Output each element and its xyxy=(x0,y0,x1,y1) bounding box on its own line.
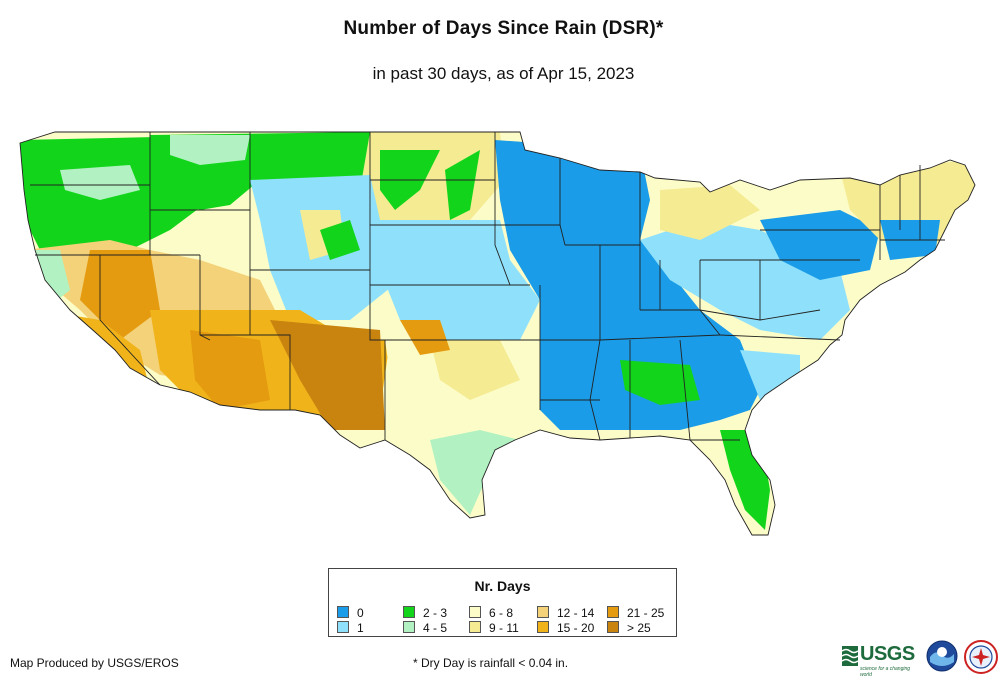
legend-swatch xyxy=(469,606,481,618)
legend-swatch xyxy=(403,621,415,633)
legend-label: > 25 xyxy=(627,621,651,635)
zone-nm-over-25 xyxy=(270,320,385,430)
map-subtitle: in past 30 days, as of Apr 15, 2023 xyxy=(372,64,635,83)
usgs-tagline: science for a changing world xyxy=(860,666,911,678)
zone-utah-2-3 xyxy=(320,220,360,260)
usgs-logo: USGS science for a changing world xyxy=(842,642,920,678)
legend-item: 12 - 14 xyxy=(537,606,594,619)
legend-item: 4 - 5 xyxy=(403,621,447,634)
legend-label: 6 - 8 xyxy=(489,606,514,620)
legend-swatch xyxy=(607,621,619,633)
usgs-wordmark: USGS xyxy=(860,643,915,665)
zone-texas-coast-4-5 xyxy=(430,430,520,515)
zone-arizona-21-25 xyxy=(190,330,270,410)
zone-michigan-9-11 xyxy=(660,185,760,240)
zone-idaho-4-5 xyxy=(170,135,250,165)
legend-swatch xyxy=(469,621,481,633)
dry-day-note: * Dry Day is rainfall < 0.04 in. xyxy=(413,656,569,670)
legend-swatch xyxy=(537,606,549,618)
dsr-map xyxy=(19,131,976,536)
legend-label: 0 xyxy=(357,606,364,620)
zone-alabama-2-3 xyxy=(620,360,700,405)
zone-sd-streak xyxy=(445,150,480,220)
legend-label: 2 - 3 xyxy=(423,606,448,620)
legend-swatch xyxy=(337,606,349,618)
zone-ok-panhandle-21-25 xyxy=(400,320,450,355)
legend-item: 9 - 11 xyxy=(469,621,519,634)
legend-item: 2 - 3 xyxy=(403,606,447,619)
legend-label: 12 - 14 xyxy=(557,606,595,620)
zone-midwest-south-0 xyxy=(495,140,760,430)
legend-swatch xyxy=(403,606,415,618)
legend-item: 21 - 25 xyxy=(607,606,664,619)
legend-label: 15 - 20 xyxy=(557,621,595,635)
legend-swatch xyxy=(607,606,619,618)
dsr-raster xyxy=(20,132,975,535)
agency-logos: USGS science for a changing world xyxy=(842,638,1002,678)
nws-logo-icon xyxy=(964,640,998,674)
legend-item: 0 xyxy=(337,606,364,619)
usgs-wave-icon xyxy=(842,646,858,666)
zone-oklahoma-9-11 xyxy=(430,340,520,400)
map-credit: Map Produced by USGS/EROS xyxy=(10,656,179,670)
legend-label: 1 xyxy=(357,621,364,635)
noaa-logo-icon xyxy=(926,640,958,672)
legend-title: Nr. Days xyxy=(474,578,531,594)
zone-oregon-4-5 xyxy=(60,165,140,200)
legend-item: 1 xyxy=(337,621,364,634)
legend-label: 4 - 5 xyxy=(423,621,448,635)
zone-pennsylvania-0 xyxy=(760,210,880,280)
legend-item: 15 - 20 xyxy=(537,621,594,634)
legend-label: 9 - 11 xyxy=(489,621,519,635)
legend-item: 6 - 8 xyxy=(469,606,513,619)
legend-swatch xyxy=(537,621,549,633)
map-title: Number of Days Since Rain (DSR)* xyxy=(343,18,664,39)
legend-swatch xyxy=(337,621,349,633)
legend-item: > 25 xyxy=(607,621,651,634)
legend-label: 21 - 25 xyxy=(627,606,665,620)
state-boundaries xyxy=(19,131,976,536)
